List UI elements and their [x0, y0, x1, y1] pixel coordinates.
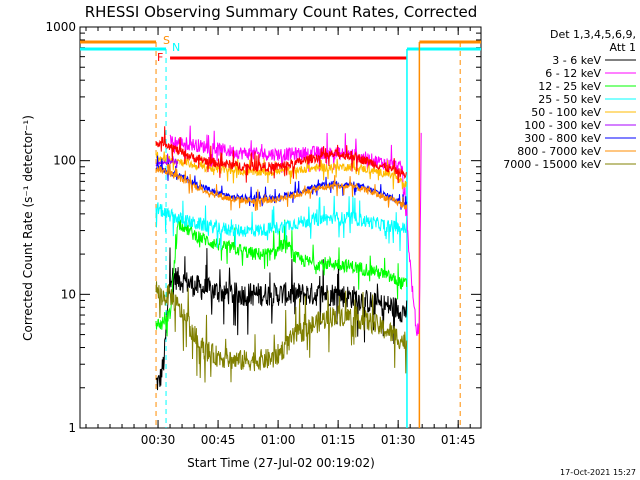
- series-line: [155, 163, 408, 211]
- y-tick-label: 100: [53, 154, 76, 168]
- series-line: [155, 281, 408, 383]
- annotation-f: F: [157, 51, 163, 64]
- footer-date: 17-Oct-2021 15:27: [560, 468, 636, 477]
- legend-entry: 6 - 12 keV: [545, 67, 601, 80]
- series-line: [155, 151, 408, 190]
- x-tick-label: 00:30: [141, 433, 176, 447]
- series-line: [169, 125, 422, 336]
- legend-entry: 300 - 800 keV: [524, 132, 601, 145]
- x-tick-label: 00:45: [201, 433, 236, 447]
- annotation-s: S: [163, 34, 170, 47]
- legend-entry: 3 - 6 keV: [552, 54, 601, 67]
- series-line: [155, 247, 408, 391]
- y-tick-label: 1: [68, 421, 76, 435]
- legend-entry: 50 - 100 keV: [531, 106, 601, 119]
- legend-entry: 100 - 300 keV: [524, 119, 601, 132]
- series-line: [155, 153, 179, 168]
- y-tick-label: 1000: [45, 20, 76, 34]
- legend-title-att: Att 1: [610, 41, 636, 54]
- y-tick-label: 10: [61, 287, 76, 301]
- legend-entry: 25 - 50 keV: [538, 93, 601, 106]
- x-tick-label: 01:45: [441, 433, 476, 447]
- chart-title: RHESSI Observing Summary Count Rates, Co…: [85, 3, 478, 21]
- plot-frame: [79, 26, 482, 429]
- y-axis-label: Corrected Count Rate (s⁻¹ detector⁻¹): [21, 115, 35, 341]
- legend-title: Det 1,3,4,5,6,9,: [550, 28, 636, 41]
- x-axis-label: Start Time (27-Jul-02 00:19:02): [187, 456, 375, 470]
- x-tick-label: 01:00: [261, 433, 296, 447]
- legend-entry: 800 - 7000 keV: [517, 145, 601, 158]
- legend-entry: 7000 - 15000 keV: [503, 158, 601, 171]
- x-tick-label: 01:15: [321, 433, 356, 447]
- plot-area: 00:30 00:45 01:00 01:15 01:30 01:45 1 10 100 1000…: [45, 20, 482, 447]
- series-line: [155, 195, 408, 252]
- x-tick-label: 01:30: [381, 433, 416, 447]
- legend-entry: 12 - 25 keV: [538, 80, 601, 93]
- annotation-n: N: [172, 41, 180, 54]
- series-line: [155, 126, 407, 184]
- series-line: [155, 217, 408, 337]
